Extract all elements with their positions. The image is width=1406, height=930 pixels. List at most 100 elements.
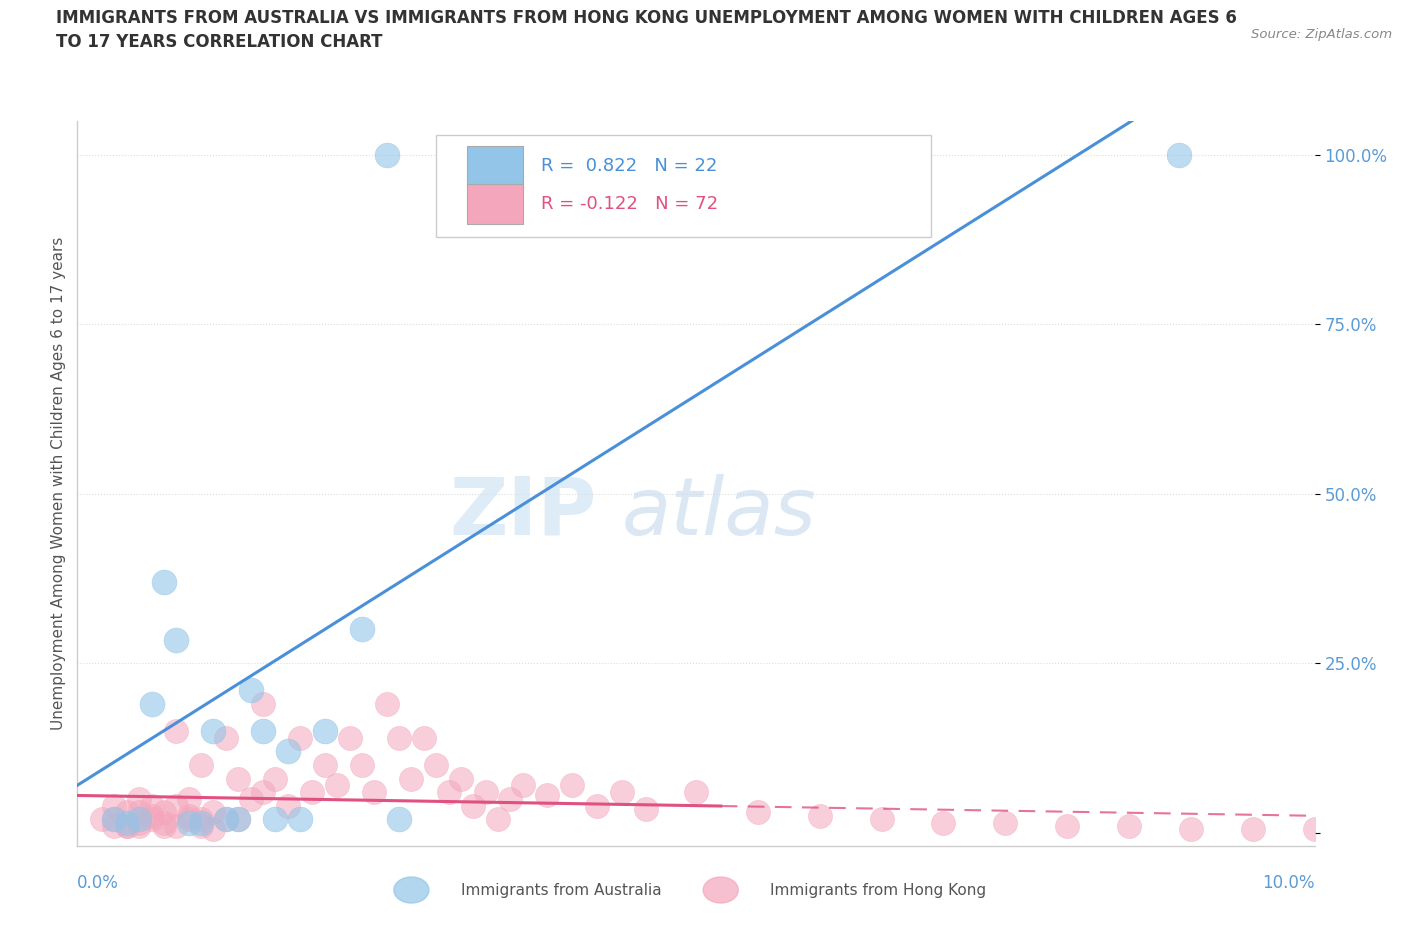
Point [202,805,225,820]
Point [141,808,163,823]
Point [314,724,336,738]
Point [636,802,658,817]
Ellipse shape [703,877,738,903]
Text: Source: ZipAtlas.com: Source: ZipAtlas.com [1251,28,1392,41]
Point [252,697,274,711]
Point [536,788,558,803]
Point [153,575,176,590]
Point [499,791,522,806]
Point [586,798,609,813]
Text: ZIP: ZIP [450,473,598,551]
Text: atlas: atlas [621,473,817,551]
Point [277,798,299,813]
Bar [467,146,523,186]
Point [264,812,287,827]
Point [115,815,138,830]
Point [1056,818,1078,833]
Point [401,771,423,786]
Y-axis label: Unemployment Among Women with Children Ages 6 to 17 years: Unemployment Among Women with Children A… [51,237,66,730]
Point [463,798,485,813]
Point [288,730,311,745]
Point [326,777,349,792]
Point [412,730,434,745]
Point [314,758,336,773]
Point [870,812,893,827]
Text: R = -0.122   N = 72: R = -0.122 N = 72 [541,195,718,213]
Point [103,812,125,827]
Point [350,758,373,773]
Point [994,815,1017,830]
Point [190,812,212,827]
Point [215,812,238,827]
Point [1167,147,1189,162]
Point [202,724,225,738]
Point [103,812,125,827]
Point [932,815,955,830]
Point [215,730,238,745]
Point [177,815,200,830]
Point [128,805,150,820]
Point [339,730,361,745]
Point [190,815,212,830]
Point [153,815,176,830]
Point [226,771,249,786]
Point [486,812,509,827]
Point [301,785,323,800]
Point [103,818,125,833]
Point [239,683,262,698]
Point [288,812,311,827]
Point [190,818,212,833]
Point [165,724,187,738]
Point [375,697,398,711]
Text: 10.0%: 10.0% [1263,874,1315,892]
Point [141,798,163,813]
Point [165,818,187,833]
Text: IMMIGRANTS FROM AUSTRALIA VS IMMIGRANTS FROM HONG KONG UNEMPLOYMENT AMONG WOMEN : IMMIGRANTS FROM AUSTRALIA VS IMMIGRANTS … [56,9,1237,51]
Point [375,147,398,162]
Point [474,785,496,800]
Point [128,812,150,827]
Text: R =  0.822   N = 22: R = 0.822 N = 22 [541,157,717,175]
Point [610,785,633,800]
Text: Immigrants from Australia: Immigrants from Australia [461,883,661,897]
Point [252,724,274,738]
Point [177,812,200,827]
Point [388,730,411,745]
Point [561,777,583,792]
Point [177,808,200,823]
Point [450,771,472,786]
Point [141,697,163,711]
Point [115,818,138,833]
Point [215,812,238,827]
Text: Immigrants from Hong Kong: Immigrants from Hong Kong [770,883,987,897]
Point [277,744,299,759]
Point [128,818,150,833]
Point [425,758,447,773]
Point [226,812,249,827]
Point [264,771,287,786]
Point [512,777,534,792]
Point [1241,822,1264,837]
Point [128,815,150,830]
Point [437,785,460,800]
Point [1118,818,1140,833]
Point [165,798,187,813]
Point [128,791,150,806]
Bar [467,184,523,224]
Point [177,791,200,806]
Point [239,791,262,806]
Point [870,147,893,162]
Point [1303,822,1326,837]
Point [202,822,225,837]
Point [91,812,114,827]
Point [1180,822,1202,837]
Point [190,758,212,773]
Point [808,808,831,823]
Point [388,812,411,827]
Point [165,632,187,647]
FancyBboxPatch shape [436,136,931,237]
Point [115,818,138,833]
Point [153,818,176,833]
Point [103,798,125,813]
Text: 0.0%: 0.0% [77,874,120,892]
